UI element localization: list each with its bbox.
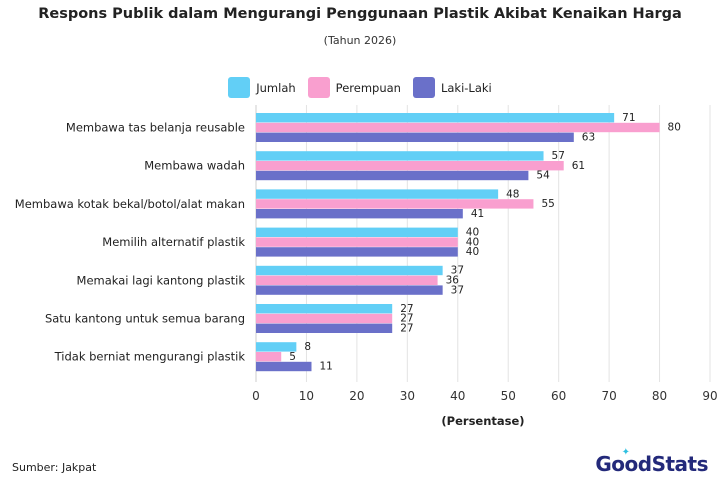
data-label: 54 <box>536 170 550 182</box>
bar <box>256 285 443 295</box>
category-label: Membawa tas belanja reusable <box>66 121 245 135</box>
bar <box>256 209 463 219</box>
category-label: Satu kantong untuk semua barang <box>45 312 245 326</box>
bar <box>256 132 574 142</box>
data-label: 71 <box>622 112 635 124</box>
data-label: 27 <box>400 303 413 315</box>
bar <box>256 199 534 209</box>
data-label: 40 <box>466 246 479 258</box>
bar <box>256 161 564 171</box>
legend-label-jumlah: Jumlah <box>256 80 296 95</box>
data-label: 55 <box>541 198 554 210</box>
source-note: Sumber: Jakpat <box>12 461 97 474</box>
x-tick-label: 40 <box>450 389 465 403</box>
bar <box>256 352 282 362</box>
x-tick-label: 90 <box>702 389 717 403</box>
bar <box>256 247 458 257</box>
legend-item-jumlah: Jumlah <box>228 77 296 98</box>
legend-item-perempuan: Perempuan <box>307 77 401 98</box>
category-label: Memakai lagi kantong plastik <box>77 273 246 287</box>
category-label: Membawa kotak bekal/botol/alat makan <box>15 197 245 211</box>
data-label: 48 <box>506 188 519 200</box>
x-tick-label: 0 <box>252 389 260 403</box>
category-label: Tidak berniat mengurangi plastik <box>54 350 246 364</box>
bar <box>256 189 499 199</box>
chart-subtitle: (Tahun 2026) <box>323 34 397 47</box>
bar <box>256 237 458 247</box>
data-label: 40 <box>466 236 479 248</box>
legend-swatch-laki-laki <box>412 77 435 98</box>
legend-label-perempuan: Perempuan <box>335 80 401 95</box>
legend-item-laki-laki: Laki-Laki <box>412 77 492 98</box>
bar <box>256 342 297 352</box>
data-label: 61 <box>572 160 585 172</box>
bar <box>256 151 544 161</box>
goodstats-logo: GoodStats <box>595 452 708 476</box>
data-label: 41 <box>471 208 484 220</box>
bar <box>256 361 312 372</box>
bar <box>256 313 393 324</box>
data-label: 36 <box>446 275 460 287</box>
bar <box>256 113 615 123</box>
data-label: 80 <box>668 122 681 134</box>
data-label: 27 <box>400 313 413 325</box>
bar <box>256 122 660 133</box>
x-tick-label: 10 <box>299 389 314 403</box>
bar <box>256 323 393 333</box>
x-tick-label: 70 <box>601 389 616 403</box>
data-label: 37 <box>451 265 464 277</box>
bar <box>256 170 529 181</box>
bar <box>256 227 458 237</box>
category-label: Memilih alternatif plastik <box>102 235 245 249</box>
x-tick-label: 20 <box>349 389 364 403</box>
x-tick-label: 60 <box>551 389 566 403</box>
data-label: 11 <box>319 361 332 373</box>
sparkle-icon: ✦ <box>621 447 630 458</box>
bar <box>256 304 393 314</box>
x-tick-label: 30 <box>400 389 415 403</box>
bar <box>256 275 438 285</box>
legend-swatch-jumlah <box>228 77 251 98</box>
data-label: 5 <box>289 351 296 363</box>
x-tick-label: 80 <box>652 389 667 403</box>
chart-title: Respons Publik dalam Mengurangi Pengguna… <box>38 6 682 22</box>
data-label: 27 <box>400 323 413 335</box>
data-label: 63 <box>582 132 595 144</box>
data-label: 40 <box>466 227 479 239</box>
x-tick-label: 50 <box>501 389 516 403</box>
data-label: 57 <box>552 150 565 162</box>
data-label: 8 <box>304 341 311 353</box>
legend-swatch-perempuan <box>307 77 330 98</box>
bar <box>256 265 443 276</box>
chart-legend: Jumlah Perempuan Laki-Laki <box>0 77 720 98</box>
data-label: 37 <box>451 284 464 296</box>
category-label: Membawa wadah <box>144 159 245 173</box>
legend-label-laki-laki: Laki-Laki <box>440 80 492 95</box>
x-axis-title: (Persentase) <box>441 414 524 428</box>
